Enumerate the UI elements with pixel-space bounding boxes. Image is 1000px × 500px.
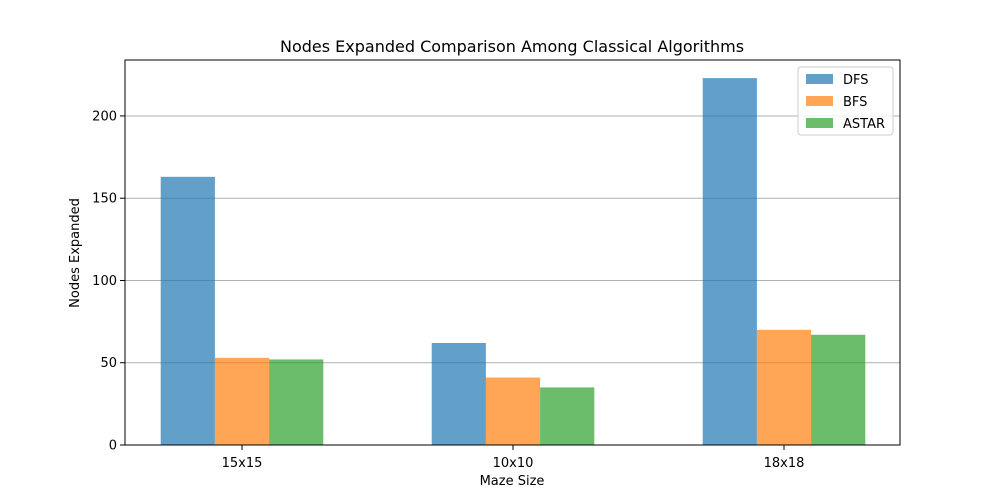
bar-astar-10x10 bbox=[540, 387, 595, 445]
x-tick-label: 15x15 bbox=[222, 456, 263, 471]
legend-label-dfs: DFS bbox=[843, 73, 869, 88]
grid-lines bbox=[125, 115, 900, 364]
legend-swatch-dfs bbox=[806, 74, 833, 84]
y-axis-ticks: 0 50 100 150 200 bbox=[92, 109, 125, 454]
bar-astar-18x18 bbox=[811, 334, 866, 445]
y-axis-label: Nodes Expanded bbox=[68, 198, 83, 308]
y-tick-label: 100 bbox=[92, 274, 117, 289]
bar-bfs-10x10 bbox=[485, 377, 541, 445]
x-axis-ticks: 15x15 10x10 18x18 bbox=[222, 445, 805, 471]
legend-label-bfs: BFS bbox=[843, 95, 867, 110]
legend: DFS BFS ASTAR bbox=[797, 66, 894, 136]
y-tick-label: 50 bbox=[100, 356, 117, 371]
bar-bfs-18x18 bbox=[756, 329, 812, 445]
legend-label-astar: ASTAR bbox=[843, 117, 885, 132]
bar-dfs-10x10 bbox=[431, 342, 486, 445]
legend-swatch-astar bbox=[806, 118, 833, 128]
bar-dfs-18x18 bbox=[702, 78, 757, 445]
legend-swatch-bfs bbox=[806, 96, 833, 106]
y-tick-label: 200 bbox=[92, 109, 117, 124]
bar-astar-15x15 bbox=[269, 359, 324, 445]
bars bbox=[160, 78, 866, 446]
x-tick-label: 18x18 bbox=[764, 456, 805, 471]
x-tick-label: 10x10 bbox=[493, 456, 534, 471]
bar-bfs-15x15 bbox=[214, 357, 270, 445]
y-tick-label: 150 bbox=[92, 192, 117, 207]
x-axis-label: Maze Size bbox=[480, 474, 545, 489]
chart-title: Nodes Expanded Comparison Among Classica… bbox=[280, 37, 744, 56]
y-tick-label: 0 bbox=[109, 439, 117, 454]
bar-dfs-15x15 bbox=[160, 176, 215, 446]
